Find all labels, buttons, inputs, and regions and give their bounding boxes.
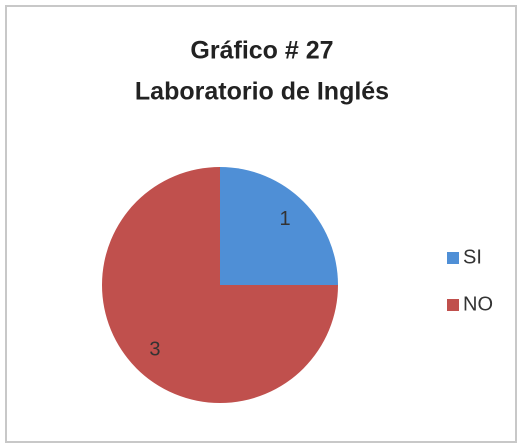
legend-swatch [447,299,459,311]
data-label: 3 [149,338,160,360]
legend-label: SI [463,246,482,268]
data-label: 1 [280,208,291,230]
pie-slice [102,167,338,403]
chart-title: Gráfico # 27 [190,37,333,65]
chart-title: Laboratorio de Inglés [135,78,389,106]
pie-slice [220,167,338,285]
legend-swatch [447,252,459,264]
legend-label: NO [463,293,493,315]
